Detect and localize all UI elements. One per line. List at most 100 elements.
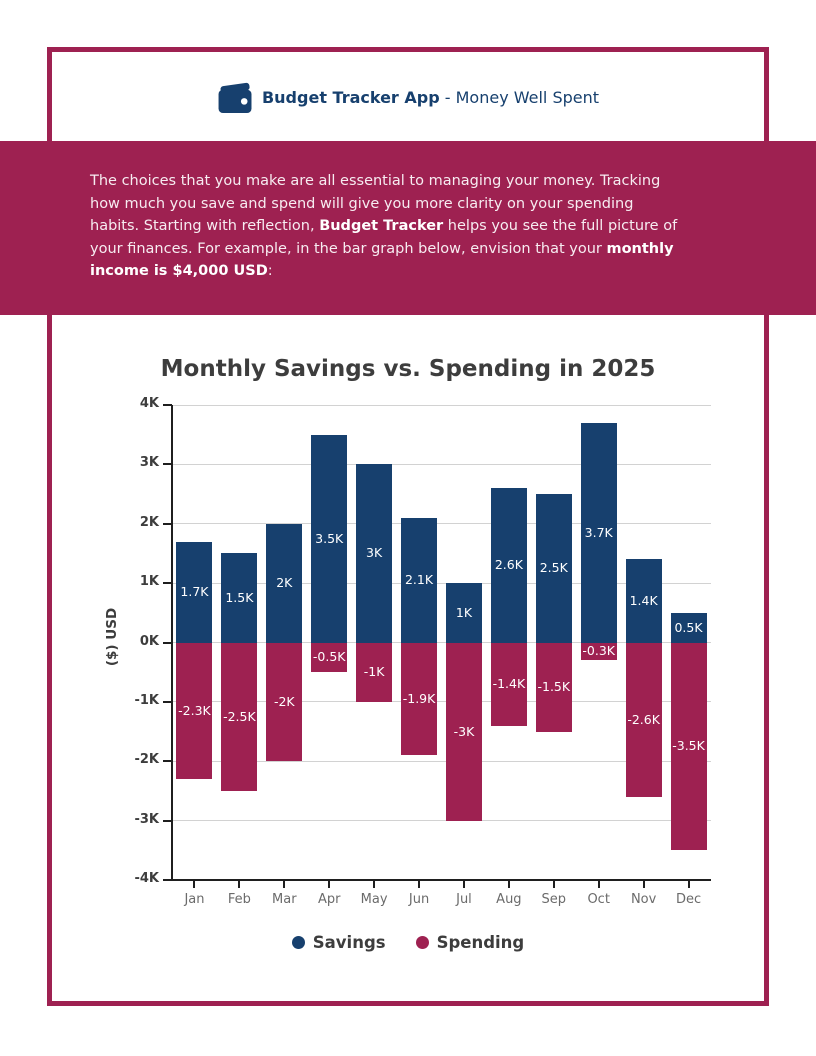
bar-savings-may xyxy=(356,464,393,643)
title-separator: - xyxy=(439,87,456,107)
bar-savings-feb xyxy=(221,553,258,643)
bar-value-label-savings-oct: 3.7K xyxy=(584,524,613,540)
bar-spending-jan xyxy=(176,642,213,780)
bar-value-label-savings-jan: 1.7K xyxy=(180,584,209,600)
bar-value-label-spending-may: -1K xyxy=(363,664,385,680)
bar-value-label-savings-mar: 2K xyxy=(276,575,293,591)
x-axis-month-label-dec: Dec xyxy=(675,892,702,907)
bar-spending-apr xyxy=(311,642,348,673)
x-axis-month-label-jun: Jun xyxy=(408,892,430,907)
y-axis-tick-label-4K: 4K xyxy=(139,396,159,411)
intro-text-1: The choices that you make are all essent… xyxy=(90,173,661,235)
legend-label-spending: Spending xyxy=(436,933,525,952)
bar-value-label-spending-jun: -1.9K xyxy=(402,690,436,706)
intro-text-2: helps you see the full picture of your f… xyxy=(90,218,678,257)
intro-bold-monthly-income: monthly income is $4,000 USD xyxy=(90,240,674,280)
x-axis-tick-jul xyxy=(462,880,465,888)
bar-spending-sep xyxy=(535,642,572,732)
bar-value-label-savings-may: 3K xyxy=(366,545,383,561)
bar-savings-jul xyxy=(445,583,482,643)
bar-spending-jul xyxy=(445,642,482,821)
y-axis-tick--1K xyxy=(163,700,172,703)
app-title: Budget Tracker App - Money Well Spent xyxy=(262,88,599,107)
bar-savings-jan xyxy=(176,541,213,643)
bar-spending-mar xyxy=(266,642,303,762)
x-axis-tick-dec xyxy=(687,880,690,888)
chart-legend: Savings Spending xyxy=(0,933,816,952)
intro-banner: The choices that you make are all essent… xyxy=(0,141,816,315)
y-axis-tick-label-0K: 0K xyxy=(139,633,159,649)
y-axis-tick-label-3K: 3K xyxy=(139,455,159,471)
legend-item-savings: Savings xyxy=(291,933,386,952)
x-axis-month-label-jan: Jan xyxy=(184,892,205,907)
bar-savings-nov xyxy=(625,559,662,643)
bar-value-label-spending-jan: -2.3K xyxy=(178,702,211,718)
gridline--3K xyxy=(172,820,711,822)
bar-spending-dec xyxy=(670,642,707,851)
bar-value-label-savings-apr: 3.5K xyxy=(315,530,344,546)
y-axis-tick-3K xyxy=(163,463,172,466)
intro-bold-budget-tracker: Budget Tracker xyxy=(319,218,444,235)
y-axis-tick-label-2K: 2K xyxy=(139,514,159,530)
y-axis-tick-label--4K: -4K xyxy=(134,871,159,886)
y-axis-tick-2K xyxy=(163,522,172,525)
bar-value-label-savings-jul: 1K xyxy=(455,604,473,620)
bar-spending-nov xyxy=(625,642,662,797)
bar-value-label-spending-oct: -0.3K xyxy=(582,643,615,659)
gridline-0K xyxy=(172,642,711,643)
wallet-icon xyxy=(218,82,252,113)
gridline-1K xyxy=(172,582,711,584)
bar-value-label-savings-aug: 2.6K xyxy=(494,557,523,573)
app-name: Budget Tracker App xyxy=(261,87,440,107)
bar-value-label-spending-mar: -2K xyxy=(273,693,295,709)
y-axis-tick-0K xyxy=(163,641,172,644)
x-axis-tick-sep xyxy=(552,880,555,888)
gridline-2K xyxy=(172,523,711,525)
bar-value-label-spending-feb: -2.5K xyxy=(223,708,256,724)
bar-savings-oct xyxy=(580,422,617,643)
x-axis-month-label-jul: Jul xyxy=(456,892,472,907)
x-axis-tick-aug xyxy=(507,880,510,888)
bar-savings-apr xyxy=(311,434,348,643)
bar-value-label-savings-sep: 2.5K xyxy=(539,560,568,576)
app-header: Budget Tracker App - Money Well Spent xyxy=(47,66,769,128)
x-axis-month-label-sep: Sep xyxy=(541,892,567,907)
x-axis-month-label-mar: Mar xyxy=(272,892,297,907)
bar-spending-aug xyxy=(490,642,527,726)
savings-legend-dot-icon xyxy=(291,936,305,949)
x-axis-month-label-may: May xyxy=(360,892,388,907)
bar-savings-sep xyxy=(535,494,572,643)
x-axis-tick-mar xyxy=(283,880,286,888)
bar-spending-jun xyxy=(401,642,438,756)
x-axis-tick-nov xyxy=(642,880,645,888)
x-axis-month-label-apr: Apr xyxy=(317,892,341,907)
app-tagline: Money Well Spent xyxy=(455,87,600,107)
intro-paragraph: The choices that you make are all essent… xyxy=(90,170,762,283)
y-axis-tick-label-1K: 1K xyxy=(139,574,159,590)
x-axis-month-label-oct: Oct xyxy=(587,892,610,907)
x-axis-tick-jun xyxy=(418,880,421,888)
gridline-4K xyxy=(172,404,711,406)
y-axis-tick--3K xyxy=(163,819,172,822)
bar-value-label-savings-dec: 0.5K xyxy=(674,619,703,635)
bar-value-label-savings-jun: 2.1K xyxy=(404,572,434,588)
bar-spending-may xyxy=(356,642,393,702)
bar-value-label-spending-apr: -0.5K xyxy=(312,649,346,665)
gridline-3K xyxy=(172,463,711,465)
decorative-frame-border xyxy=(47,47,769,1006)
x-axis-month-label-nov: Nov xyxy=(630,892,657,907)
bar-savings-aug xyxy=(490,488,527,643)
bar-savings-jun xyxy=(401,517,438,643)
y-axis-tick-1K xyxy=(163,582,172,585)
wallet-clasp-dot xyxy=(240,97,248,105)
bar-value-label-spending-dec: -3.5K xyxy=(672,738,705,754)
y-axis-tick-label--3K: -3K xyxy=(134,811,159,827)
x-axis-tick-jan xyxy=(193,880,196,888)
x-axis-tick-may xyxy=(373,880,376,888)
bar-value-label-savings-nov: 1.4K xyxy=(629,592,658,608)
legend-label-savings: Savings xyxy=(312,933,386,952)
x-axis-tick-feb xyxy=(238,880,241,888)
x-axis-tick-oct xyxy=(597,880,600,888)
x-axis-month-label-aug: Aug xyxy=(496,892,522,907)
